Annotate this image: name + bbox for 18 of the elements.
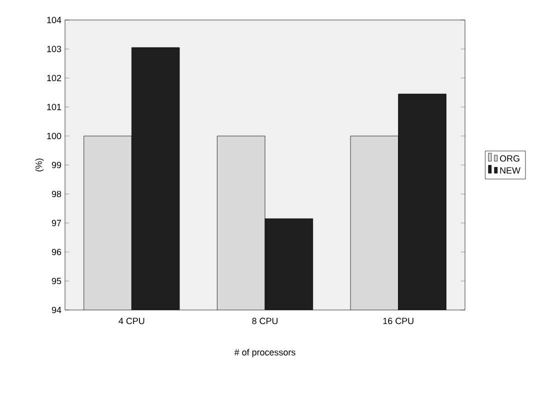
- y-tick-label: 101: [47, 104, 62, 110]
- x-tick-label: 4 CPU: [118, 318, 144, 324]
- y-tick-label: 95: [52, 278, 62, 284]
- y-axis-title: (%): [35, 158, 44, 172]
- x-tick-label: 16 CPU: [383, 318, 414, 324]
- y-tick-label: 100: [47, 132, 62, 140]
- x-tick-label: 8 CPU: [252, 318, 278, 324]
- y-tick-label: 98: [52, 190, 62, 198]
- y-tick-label: 102: [47, 74, 62, 82]
- y-tick-label: 97: [52, 220, 62, 226]
- x-axis-title: # of processors: [234, 348, 296, 358]
- y-tick-label: 104: [47, 16, 62, 24]
- y-tick-label: 99: [52, 162, 62, 168]
- y-tick-label: 103: [47, 46, 62, 52]
- y-tick-label: 94: [52, 306, 62, 314]
- legend-label: NEW: [500, 167, 520, 174]
- y-tick-label: 96: [52, 248, 62, 256]
- legend-label: ORG: [500, 155, 520, 162]
